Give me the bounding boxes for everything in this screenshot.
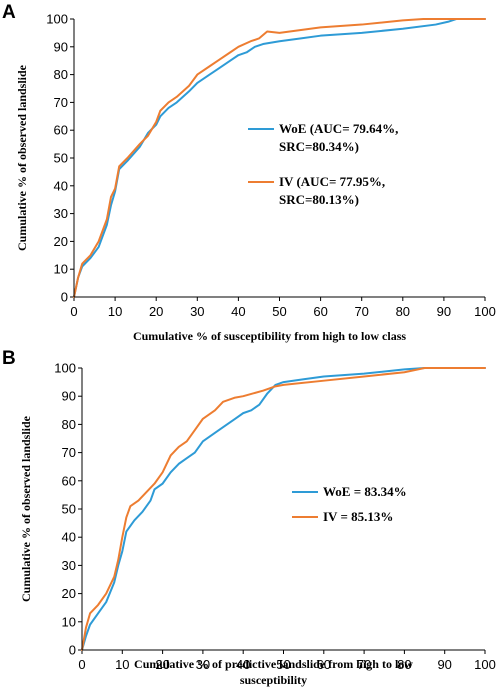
x-tick-label: 40 — [231, 304, 245, 319]
x-tick-label: 100 — [474, 304, 496, 319]
panel-b-x-ticks: 0 10 20 30 40 50 60 70 80 90 100 — [78, 650, 496, 672]
panel-a-y-label: Cumulative % of observed landslide — [15, 64, 29, 251]
y-tick-label: 90 — [62, 389, 76, 404]
y-tick-label: 100 — [46, 12, 68, 27]
y-tick-label: 90 — [54, 39, 68, 54]
y-tick-label: 80 — [62, 417, 76, 432]
legend-label-iv-line2: SRC=80.13%) — [279, 192, 359, 207]
x-tick-label: 50 — [276, 657, 290, 672]
panel-b-x-label-line2: susceptibility — [240, 673, 307, 687]
x-tick-label: 50 — [272, 304, 286, 319]
y-tick-label: 0 — [61, 290, 68, 305]
y-tick-label: 10 — [62, 614, 76, 629]
legend-label-iv: IV = 85.13% — [323, 509, 393, 524]
panel-b-x-label: Cumulative % of predictive landslide fro… — [134, 657, 413, 671]
y-tick-label: 40 — [54, 178, 68, 193]
y-tick-label: 30 — [54, 206, 68, 221]
panel-b-legend: WoE = 83.34% IV = 85.13% — [292, 484, 407, 524]
x-tick-label: 60 — [317, 657, 331, 672]
panel-a-x-ticks: 0 10 20 30 40 50 60 70 80 90 100 — [70, 297, 496, 319]
x-tick-label: 10 — [108, 304, 122, 319]
panel-b: B 0 10 20 30 40 50 60 70 80 90 100 0 10 20 30 40 50 60 70… — [2, 348, 496, 687]
y-tick-label: 50 — [62, 502, 76, 517]
x-tick-label: 70 — [354, 304, 368, 319]
panel-a: A 0 10 20 30 40 50 60 70 80 90 100 0 10 20 30 40 50 60 70… — [2, 2, 496, 343]
x-tick-label: 20 — [149, 304, 163, 319]
series-line-iv — [73, 18, 486, 298]
series-line-iv — [81, 367, 486, 651]
x-tick-label: 10 — [115, 657, 129, 672]
panel-a-series — [73, 18, 486, 298]
x-tick-label: 80 — [396, 304, 410, 319]
x-tick-label: 90 — [437, 657, 451, 672]
series-line-woe — [81, 367, 486, 651]
x-tick-label: 100 — [474, 657, 496, 672]
x-tick-label: 60 — [313, 304, 327, 319]
x-tick-label: 20 — [155, 657, 169, 672]
y-tick-label: 70 — [62, 445, 76, 460]
y-tick-label: 0 — [69, 643, 76, 658]
y-tick-label: 30 — [62, 558, 76, 573]
y-tick-label: 60 — [54, 123, 68, 138]
legend-label-woe: WoE = 83.34% — [323, 484, 407, 499]
x-tick-label: 0 — [78, 657, 85, 672]
y-tick-label: 50 — [54, 151, 68, 166]
panel-b-label: B — [2, 348, 16, 369]
series-line-woe — [73, 18, 486, 298]
panel-a-legend: WoE (AUC= 79.64%, SRC=80.34%) IV (AUC= 7… — [248, 121, 398, 207]
x-tick-label: 0 — [70, 304, 77, 319]
y-tick-label: 10 — [54, 262, 68, 277]
panel-a-label: A — [2, 2, 16, 23]
x-tick-label: 40 — [236, 657, 250, 672]
y-tick-label: 60 — [62, 473, 76, 488]
panel-a-y-ticks: 0 10 20 30 40 50 60 70 80 90 100 — [46, 12, 74, 305]
legend-label-woe-line2: SRC=80.34%) — [279, 139, 359, 154]
y-tick-label: 80 — [54, 67, 68, 82]
legend-label-woe: WoE (AUC= 79.64%, — [279, 121, 398, 136]
x-tick-label: 80 — [397, 657, 411, 672]
panel-a-x-label: Cumulative % of susceptibility from high… — [133, 329, 406, 343]
x-tick-label: 30 — [196, 657, 210, 672]
y-tick-label: 100 — [54, 361, 76, 376]
x-tick-label: 70 — [357, 657, 371, 672]
panel-b-y-ticks: 0 10 20 30 40 50 60 70 80 90 100 — [54, 361, 82, 658]
y-tick-label: 70 — [54, 95, 68, 110]
panel-b-series — [81, 367, 486, 651]
y-tick-label: 40 — [62, 530, 76, 545]
legend-label-iv: IV (AUC= 77.95%, — [279, 174, 385, 189]
x-tick-label: 90 — [437, 304, 451, 319]
y-tick-label: 20 — [62, 586, 76, 601]
y-tick-label: 20 — [54, 234, 68, 249]
x-tick-label: 30 — [190, 304, 204, 319]
panel-b-y-label: Cumulative % of observed landslide — [19, 415, 33, 602]
